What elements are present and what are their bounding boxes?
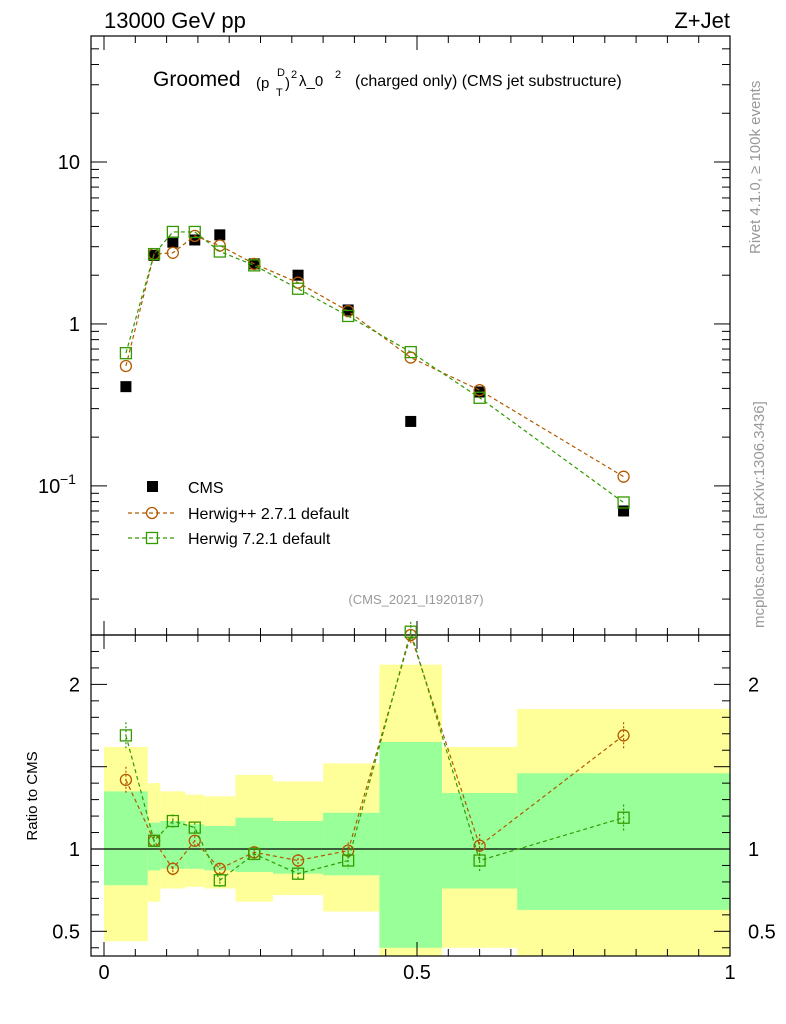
ratio-y-tick-label-left: 1 [69,839,80,861]
band-inner-10 [517,773,730,910]
rivet-version-label: Rivet 4.1.0, ≥ 100k events [747,81,764,254]
title-symbol-sup: D [277,67,285,79]
data-point-herwig7 [119,347,133,360]
data-point-cms [292,269,304,281]
ratio-point-herwig7 [188,821,201,834]
ratio-point-herwigpp [291,854,305,867]
ratio-point-herwigpp [166,862,180,875]
title-symbol-sub: T [276,87,283,99]
band-inner-6 [273,821,324,874]
ratio-series-layer [119,621,630,887]
data-point-herwigpp [473,384,486,397]
data-point-cms [120,381,132,393]
data-point-herwigpp [119,359,133,373]
data-point-cms [214,229,226,241]
header-left-label: 13000 GeV pp [104,8,246,33]
band-inner-8 [379,742,443,948]
title-word: Groomed [153,68,241,91]
ratio-point-herwig7 [147,834,161,847]
data-point-herwig7 [617,496,630,509]
title-suffix: (charged only) (CMS jet substructure) [355,73,622,90]
data-point-herwig7 [473,391,486,404]
ratio-y-tick-label-right: 1 [748,839,759,861]
ratio-point-herwigpp [473,839,486,852]
legend-marker-herwig7 [145,531,159,545]
ratio-axis-ticks: 2 2 1 1 0.5 0.5 [52,650,776,949]
legend-label-herwig7: Herwig 7.2.1 default [188,531,331,548]
band-inner-0 [104,791,148,886]
ratio-point-herwig7 [248,847,261,861]
ratio-point-herwig7 [473,854,486,867]
ratio-point-herwig7 [341,854,355,867]
title-symbol-lambda: λ_0 [299,73,323,90]
mcplots-label: mcplots.cern.ch [arXiv:1306.3436] [751,401,768,628]
plot-title: Groomed (p D T ) 2 λ_0 2 (charged only) … [153,67,622,99]
title-symbol-power: 2 [291,69,297,81]
ratio-y-tick-label-left: 0.5 [52,921,80,943]
legend-label-cms: CMS [188,480,224,497]
header-right-label: Z+Jet [674,8,730,33]
ratio-uncertainty-bands [104,664,730,956]
y-tick-label: 1 [69,314,80,336]
title-symbol-close: ) [285,75,290,92]
data-point-herwigpp [617,470,630,483]
x-tick-label: 0.5 [403,962,431,984]
data-point-cms [189,234,201,246]
series-line-herwigpp [125,235,624,478]
data-point-cms [405,415,417,427]
data-point-herwig7 [341,309,355,323]
legend-marker-herwigpp [145,506,159,520]
ratio-point-herwig7 [404,625,417,638]
title-symbol-power2: 2 [335,69,341,81]
ratio-point-herwig7 [617,811,630,824]
data-point-herwig7 [147,247,161,261]
x-tick-label: 1 [724,962,735,984]
ratio-point-herwigpp [617,729,630,742]
ratio-y-tick-label-right: 2 [748,674,759,696]
ratio-y-tick-label-left: 2 [69,674,80,696]
ratio-y-axis-label: Ratio to CMS [24,751,41,840]
ratio-point-herwig7 [291,867,305,880]
data-point-cms [167,236,179,248]
data-point-herwig7 [248,259,261,272]
band-inner-2 [160,821,186,869]
data-point-herwig7 [188,225,201,239]
data-point-herwig7 [404,345,417,359]
ratio-point-herwig7 [119,729,133,742]
ratio-point-herwig7 [213,874,226,887]
legend-label-herwigpp: Herwig++ 2.7.1 default [188,506,350,523]
y-tick-label: 10 [58,152,80,174]
data-point-herwig7 [213,245,226,258]
y-tick-label-exponent: −1 [60,471,76,487]
y-tick-label-base: 10 [38,476,60,498]
main-plot-frame [90,35,731,636]
ratio-y-tick-label-right: 0.5 [748,921,776,943]
series-line-herwig7 [125,231,624,503]
main-series-layer [119,225,630,517]
ratio-point-herwigpp [119,773,133,787]
data-point-cms [618,505,630,517]
ratio-point-herwig7 [166,814,180,828]
ratio-point-herwigpp [188,834,201,847]
ratio-point-herwigpp [341,844,355,857]
legend-marker-cms [147,481,158,492]
analysis-id-label: (CMS_2021_I1920187) [348,592,483,607]
title-symbol-p: (p [256,75,269,92]
data-point-herwigpp [166,246,180,259]
legend: CMS Herwig++ 2.7.1 default Herwig 7.2.1 … [128,480,350,548]
x-tick-label: 0 [98,962,109,984]
band-inner-5 [235,817,274,873]
x-axis-ticks: 0 0.5 1 [98,36,736,984]
data-point-herwig7 [291,282,305,295]
data-point-herwig7 [166,225,180,239]
